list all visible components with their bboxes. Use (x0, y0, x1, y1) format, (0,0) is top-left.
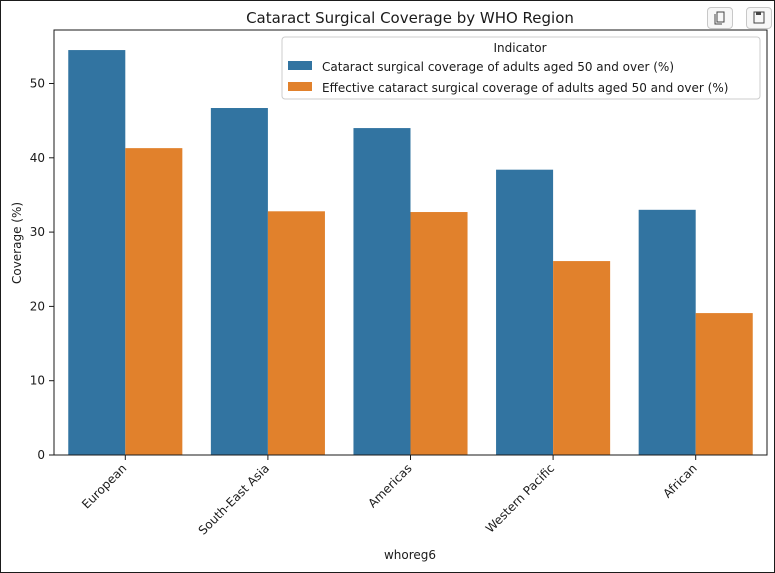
x-tick-label: European (79, 461, 129, 511)
x-axis-label: whoreg6 (384, 548, 436, 562)
save-button[interactable] (746, 7, 772, 29)
legend-box (281, 36, 761, 100)
legend-label-series-1: Cataract surgical coverage of adults age… (322, 60, 674, 74)
y-tick-label: 0 (37, 448, 45, 462)
bar-series-2-western-pacific (553, 261, 611, 455)
y-tick-label: 20 (30, 299, 45, 313)
legend-swatch-series-2 (288, 82, 312, 91)
x-tick-label: South-East Asia (196, 461, 272, 537)
legend: Indicator Cataract surgical coverage of … (281, 36, 761, 100)
bar-series-2-south-east-asia (267, 211, 325, 455)
y-axis-label: Coverage (%) (10, 202, 24, 284)
legend-swatch-series-1 (288, 61, 312, 70)
y-tick-label: 10 (30, 374, 45, 388)
legend-label-series-2: Effective cataract surgical coverage of … (322, 81, 728, 95)
x-tick-label: Western Pacific (483, 461, 557, 535)
copy-button[interactable] (707, 7, 733, 29)
y-tick-label: 30 (30, 225, 45, 239)
bar-series-1-african (638, 209, 696, 455)
chart-title: Cataract Surgical Coverage by WHO Region (246, 9, 574, 27)
bar-series-2-african (695, 313, 753, 455)
bar-series-1-european (68, 50, 126, 455)
bar-series-2-european (125, 148, 183, 455)
y-tick-label: 40 (30, 151, 45, 165)
bar-series-1-western-pacific (496, 169, 554, 456)
bar-series-1-americas (353, 128, 411, 456)
x-tick-label: Americas (365, 461, 414, 510)
x-tick-label: African (660, 461, 699, 500)
bar-series-1-south-east-asia (210, 108, 268, 455)
y-tick-label: 50 (30, 76, 45, 90)
legend-title: Indicator (493, 41, 546, 55)
copy-icon (714, 11, 725, 25)
plot-frame (53, 29, 768, 456)
save-icon (753, 11, 765, 24)
bar-series-2-americas (410, 212, 468, 455)
